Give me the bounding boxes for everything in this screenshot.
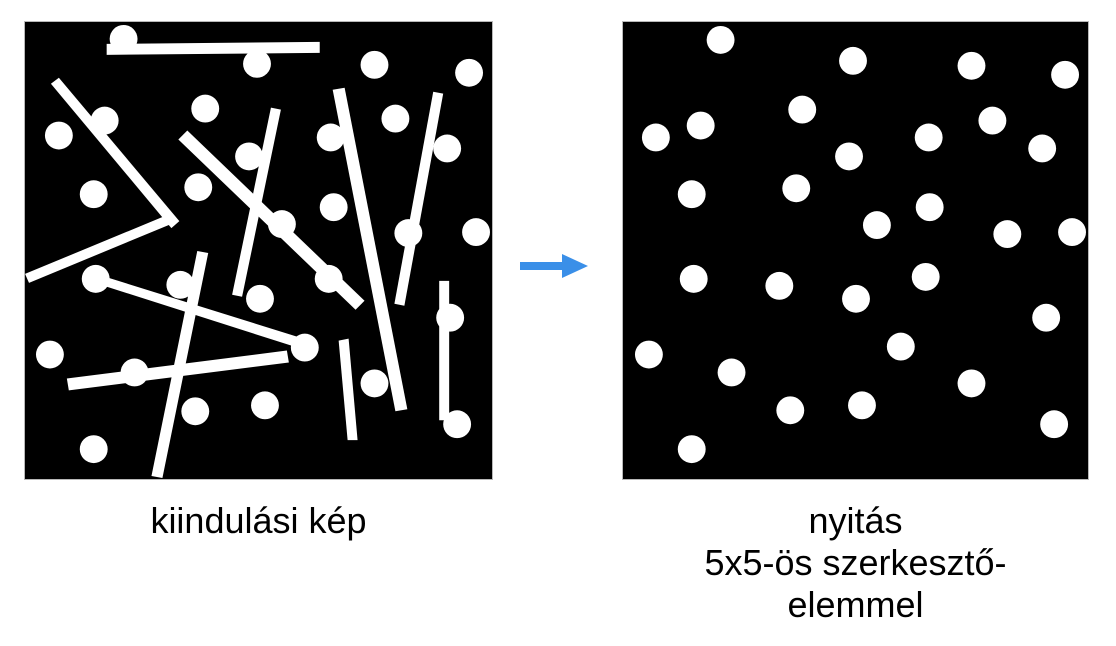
arrow-shape (520, 254, 588, 278)
original-image-panel (24, 21, 493, 480)
caption-line-element: 5x5-ös szerkesztő- (704, 542, 1007, 583)
original-image-caption: kiindulási kép (24, 500, 493, 542)
caption-text: kiindulási kép (150, 500, 367, 541)
original-binary-image (25, 22, 492, 479)
opened-image-caption: nyitás 5x5-ös szerkesztő- elemmel (622, 500, 1089, 626)
right-arrow-icon (520, 254, 588, 278)
opened-image-panel (622, 21, 1089, 480)
caption-line-suffix: elemmel (787, 584, 924, 625)
opened-binary-image (623, 22, 1088, 479)
caption-line-operation: nyitás (808, 500, 903, 541)
